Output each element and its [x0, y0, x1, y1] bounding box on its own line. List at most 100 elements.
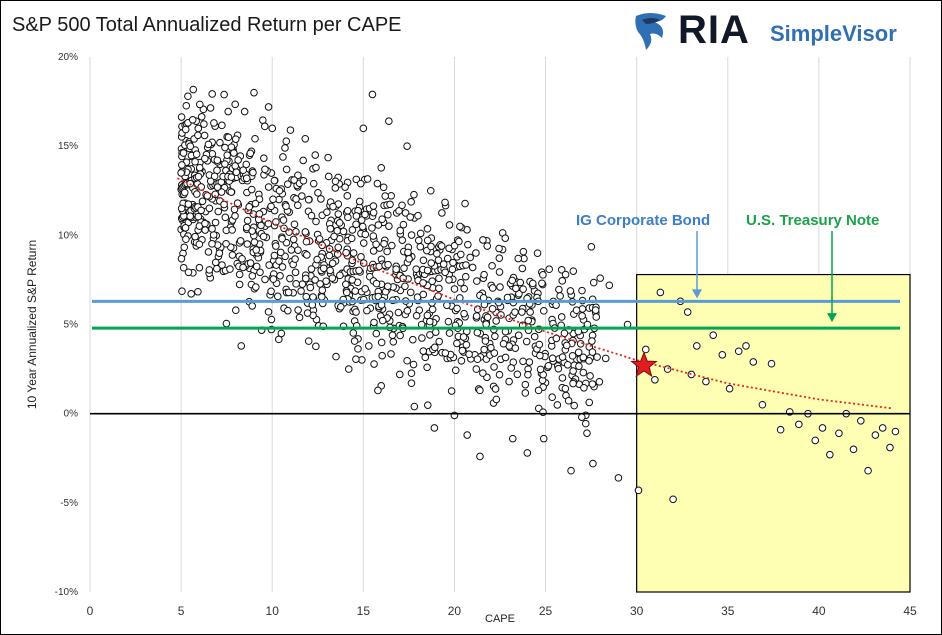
data-point [311, 151, 320, 159]
data-point [328, 259, 337, 268]
current-cape-star [630, 351, 658, 378]
data-point [328, 274, 337, 282]
data-point [348, 276, 356, 284]
data-point [180, 188, 189, 197]
data-point [456, 222, 464, 231]
data-point [198, 197, 207, 206]
data-point [324, 172, 333, 181]
data-point [519, 285, 527, 293]
data-point [476, 452, 484, 461]
x-tick-label: 45 [903, 604, 917, 618]
data-point [545, 265, 554, 274]
data-point [380, 239, 388, 248]
data-point [356, 179, 365, 188]
data-point [199, 105, 208, 114]
data-point [419, 347, 428, 355]
data-point [226, 265, 234, 273]
data-point [287, 246, 296, 254]
data-point [184, 200, 193, 208]
ig-arrow-head [692, 289, 702, 299]
data-point [462, 340, 471, 349]
data-point [204, 248, 213, 256]
data-point [322, 277, 330, 285]
data-point [246, 149, 255, 158]
data-point [567, 466, 575, 475]
data-point [270, 176, 279, 185]
data-point [277, 329, 286, 338]
data-point [849, 445, 858, 454]
data-point [401, 282, 409, 291]
data-point [399, 220, 408, 229]
data-point [891, 427, 900, 436]
data-point [396, 226, 405, 235]
data-point [426, 186, 435, 195]
data-point [326, 224, 335, 233]
data-point [530, 332, 539, 341]
data-point [398, 201, 406, 210]
data-point [693, 342, 701, 350]
ig-corporate-bond-label: IG Corporate Bond [576, 212, 710, 229]
x-tick-label: 40 [812, 604, 826, 618]
data-point [301, 228, 310, 236]
data-point [372, 240, 380, 249]
data-point [445, 276, 453, 284]
data-point [301, 274, 310, 283]
data-point [519, 357, 527, 366]
data-point [222, 239, 230, 248]
data-point [394, 308, 403, 317]
data-point [536, 351, 544, 360]
data-point [213, 183, 222, 191]
data-point [315, 235, 324, 243]
data-point [383, 247, 391, 256]
data-point [369, 202, 378, 210]
data-point [231, 100, 239, 109]
data-point [445, 221, 454, 229]
data-point [323, 208, 331, 216]
data-point [385, 117, 393, 125]
data-point [392, 265, 400, 274]
data-point [259, 232, 268, 241]
data-point [275, 257, 283, 265]
data-point [332, 352, 340, 361]
data-point [548, 354, 557, 363]
data-point [201, 226, 209, 234]
data-point [406, 213, 415, 221]
data-point [210, 172, 219, 181]
data-point [437, 242, 446, 250]
data-point [518, 308, 526, 316]
data-point [488, 262, 496, 270]
data-point [562, 341, 571, 350]
data-point [210, 119, 218, 127]
data-point [663, 365, 672, 373]
data-point [188, 116, 197, 124]
data-point [459, 333, 468, 341]
data-point [472, 249, 480, 257]
data-point [570, 401, 578, 410]
data-point [426, 317, 434, 326]
data-point [237, 342, 246, 350]
data-point [378, 316, 387, 325]
data-point [252, 262, 261, 271]
data-point [282, 137, 291, 146]
data-point [372, 329, 381, 338]
data-point [252, 283, 260, 291]
data-point [301, 134, 310, 143]
data-point [195, 263, 204, 272]
data-point [248, 227, 256, 235]
data-point [370, 318, 378, 327]
data-point [403, 306, 412, 315]
data-point [514, 254, 523, 263]
data-point [416, 229, 425, 238]
data-point [377, 164, 386, 172]
data-point [239, 263, 247, 272]
data-point [208, 90, 216, 98]
data-point [441, 349, 450, 357]
data-point [193, 190, 201, 198]
data-point [349, 249, 358, 257]
data-point [239, 166, 248, 175]
data-point [242, 174, 251, 183]
data-point [181, 224, 190, 232]
data-point [386, 200, 394, 209]
data-point [359, 124, 368, 133]
data-point [295, 313, 304, 322]
